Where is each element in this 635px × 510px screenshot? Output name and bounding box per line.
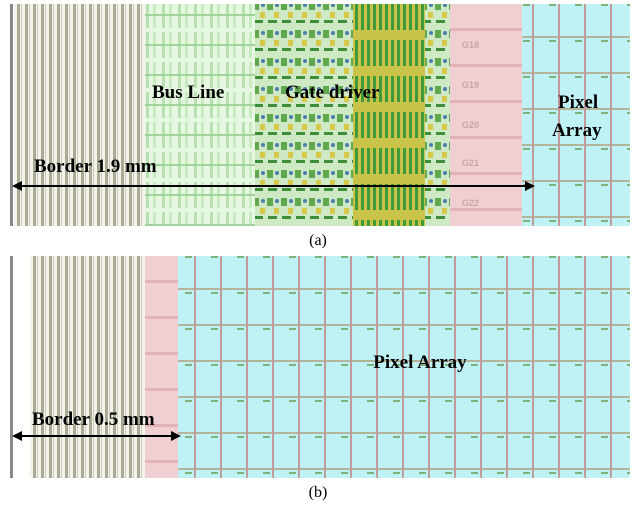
bus-line-label: Bus Line xyxy=(152,82,224,103)
gate-label: G22 xyxy=(462,198,479,208)
caption: (b) xyxy=(309,484,328,501)
gate-label: G20 xyxy=(462,120,479,130)
pixel-array xyxy=(522,4,630,226)
panel-a: G18 G19 G20 G21 G22 Bus Line Gate driver… xyxy=(10,4,630,249)
gate-label: G18 xyxy=(462,40,479,50)
edge xyxy=(10,4,13,226)
border-lines xyxy=(14,4,145,226)
panel-b: Pixel Array Border 0.5 mm (b) xyxy=(10,256,630,501)
pixel-label: Array xyxy=(552,120,602,141)
gate-driver-area xyxy=(255,4,353,226)
edge xyxy=(10,256,13,478)
driver-area xyxy=(425,4,450,226)
gate-driver-label: Gate driver xyxy=(285,82,380,103)
gate-label: G21 xyxy=(462,158,479,168)
caption: (a) xyxy=(309,232,327,249)
tft-area xyxy=(353,4,425,226)
figure: G18 G19 G20 G21 G22 Bus Line Gate driver… xyxy=(0,0,635,510)
bus-line-area xyxy=(145,4,255,226)
pixel-label: Pixel Array xyxy=(373,352,467,373)
border-label: Border 1.9 mm xyxy=(34,156,157,177)
border-label: Border 0.5 mm xyxy=(32,409,155,430)
gate-label: G19 xyxy=(462,80,479,90)
border-lines xyxy=(30,256,145,478)
page: G18 G19 G20 G21 G22 Bus Line Gate driver… xyxy=(0,0,635,510)
fanout-area xyxy=(450,4,522,226)
fanout-area xyxy=(145,256,178,478)
pixel-label: Pixel xyxy=(558,92,598,113)
